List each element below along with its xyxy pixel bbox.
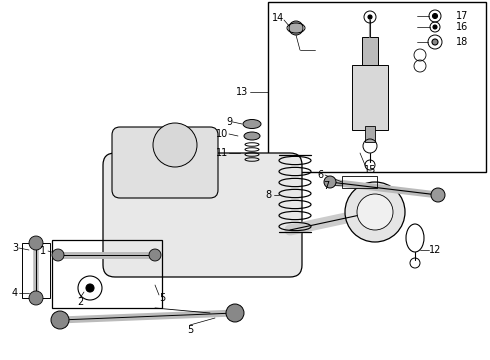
Ellipse shape	[52, 249, 64, 261]
Ellipse shape	[433, 14, 438, 18]
Ellipse shape	[149, 249, 161, 261]
Ellipse shape	[324, 176, 336, 188]
Ellipse shape	[86, 284, 94, 292]
FancyBboxPatch shape	[112, 127, 218, 198]
Bar	[362, 37, 378, 65]
Text: 5: 5	[187, 325, 193, 335]
Text: 10: 10	[216, 129, 228, 139]
Ellipse shape	[432, 39, 438, 45]
Ellipse shape	[226, 304, 244, 322]
Text: 11: 11	[216, 148, 228, 158]
Ellipse shape	[368, 15, 372, 19]
Text: 3: 3	[12, 243, 18, 253]
Bar	[365, 126, 375, 142]
Ellipse shape	[29, 236, 43, 250]
Text: 17: 17	[456, 11, 468, 21]
Bar	[52, 240, 162, 308]
Text: 4: 4	[12, 288, 18, 298]
Ellipse shape	[357, 194, 393, 230]
Ellipse shape	[29, 291, 43, 305]
Bar	[342, 176, 377, 188]
Text: 15: 15	[364, 165, 376, 175]
Bar	[352, 65, 388, 130]
Text: 1: 1	[40, 246, 46, 256]
Text: 12: 12	[429, 245, 441, 255]
Text: 6: 6	[318, 170, 324, 180]
Text: 8: 8	[266, 190, 272, 200]
Text: 14: 14	[272, 13, 284, 23]
Ellipse shape	[51, 311, 69, 329]
FancyBboxPatch shape	[103, 153, 302, 277]
Text: 9: 9	[226, 117, 232, 127]
Text: 13: 13	[236, 87, 248, 97]
Text: 2: 2	[77, 297, 83, 307]
Text: 16: 16	[456, 22, 468, 32]
Bar	[268, 2, 486, 172]
Text: 7: 7	[323, 181, 329, 191]
Text: 5: 5	[159, 293, 165, 303]
Bar	[22, 243, 50, 298]
Ellipse shape	[243, 120, 261, 129]
Ellipse shape	[153, 123, 197, 167]
Ellipse shape	[345, 182, 405, 242]
Ellipse shape	[244, 132, 260, 140]
Ellipse shape	[433, 25, 437, 29]
Text: 18: 18	[456, 37, 468, 47]
Ellipse shape	[431, 188, 445, 202]
Ellipse shape	[289, 21, 303, 35]
